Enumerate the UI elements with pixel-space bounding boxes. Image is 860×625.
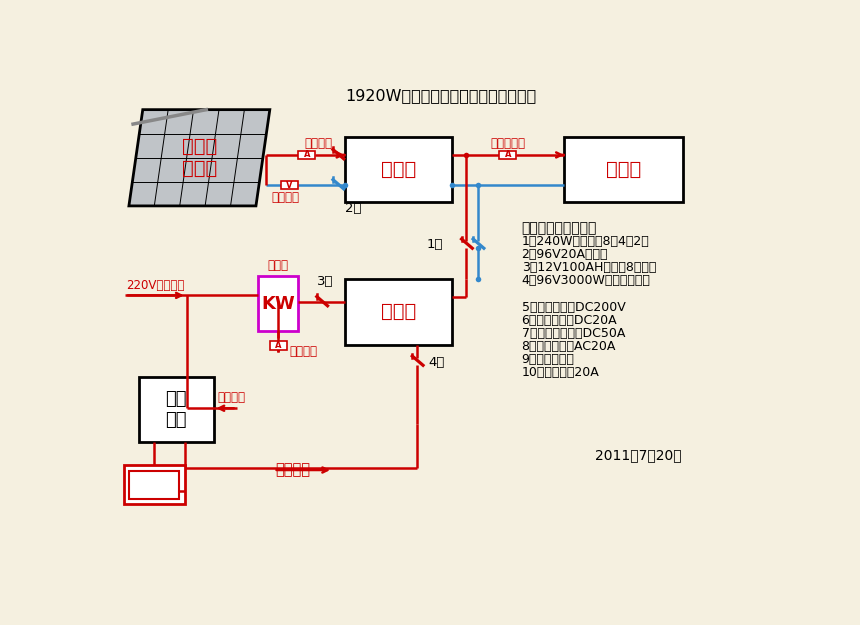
Text: 逆变器: 逆变器 — [381, 302, 416, 321]
Text: 220V交流输出: 220V交流输出 — [126, 279, 185, 291]
Text: A: A — [505, 151, 511, 159]
Bar — [345, 279, 452, 344]
Text: A: A — [304, 151, 310, 159]
Text: 9、电子电能表: 9、电子电能表 — [522, 353, 574, 366]
Bar — [129, 471, 179, 499]
Text: 2011年7月20日: 2011年7月20日 — [595, 449, 681, 462]
Text: 3闸: 3闸 — [317, 275, 334, 288]
Text: 充电电压: 充电电压 — [271, 191, 299, 204]
Text: 3、12V100AH蓄电池8块串联: 3、12V100AH蓄电池8块串联 — [522, 261, 656, 274]
Text: 控制器: 控制器 — [381, 160, 416, 179]
Text: KW: KW — [261, 295, 295, 312]
Text: 电能表: 电能表 — [267, 259, 289, 272]
Text: 1、240W太阳能板8块4串2并: 1、240W太阳能板8块4串2并 — [522, 235, 649, 248]
Bar — [270, 341, 286, 349]
Text: 1920W家用太阳能发电系统安装示意图: 1920W家用太阳能发电系统安装示意图 — [345, 88, 537, 103]
Bar — [500, 151, 516, 159]
Text: 8、交流输出表AC20A: 8、交流输出表AC20A — [522, 340, 616, 353]
Text: 1闸: 1闸 — [427, 238, 443, 251]
Text: 入户
电表: 入户 电表 — [165, 390, 187, 429]
Text: 4闸: 4闸 — [428, 356, 445, 369]
Text: 4、96V3000W正弦波逆变器: 4、96V3000W正弦波逆变器 — [522, 274, 650, 288]
Text: 蓄电池充放: 蓄电池充放 — [490, 138, 525, 150]
Text: 太阳能
电池板: 太阳能 电池板 — [181, 138, 217, 178]
Text: 6、充电电流表DC20A: 6、充电电流表DC20A — [522, 314, 617, 327]
Text: 7、蓄电池充放表DC50A: 7、蓄电池充放表DC50A — [522, 327, 625, 340]
Text: V: V — [286, 181, 292, 189]
Text: 充电电流: 充电电流 — [304, 138, 332, 150]
Text: 2闸: 2闸 — [345, 202, 362, 215]
Text: 蓄电池: 蓄电池 — [606, 160, 642, 179]
Text: 设备参数及连接说明: 设备参数及连接说明 — [522, 221, 597, 235]
Bar — [280, 181, 298, 189]
Text: 5、充电电压表DC200V: 5、充电电压表DC200V — [522, 301, 625, 314]
Text: A: A — [275, 341, 281, 350]
Bar — [139, 377, 213, 442]
Bar — [298, 151, 316, 159]
Bar — [345, 137, 452, 202]
Text: 市电输入: 市电输入 — [218, 391, 245, 404]
Text: 交流输出: 交流输出 — [290, 345, 318, 358]
Bar — [124, 466, 185, 504]
Text: 10、空气开內20A: 10、空气开內20A — [522, 366, 599, 379]
Text: 2、96V20A控制器: 2、96V20A控制器 — [522, 248, 608, 261]
Text: 交流负载: 交流负载 — [275, 462, 310, 478]
Polygon shape — [129, 109, 270, 206]
Bar — [258, 276, 298, 331]
Bar — [564, 137, 684, 202]
